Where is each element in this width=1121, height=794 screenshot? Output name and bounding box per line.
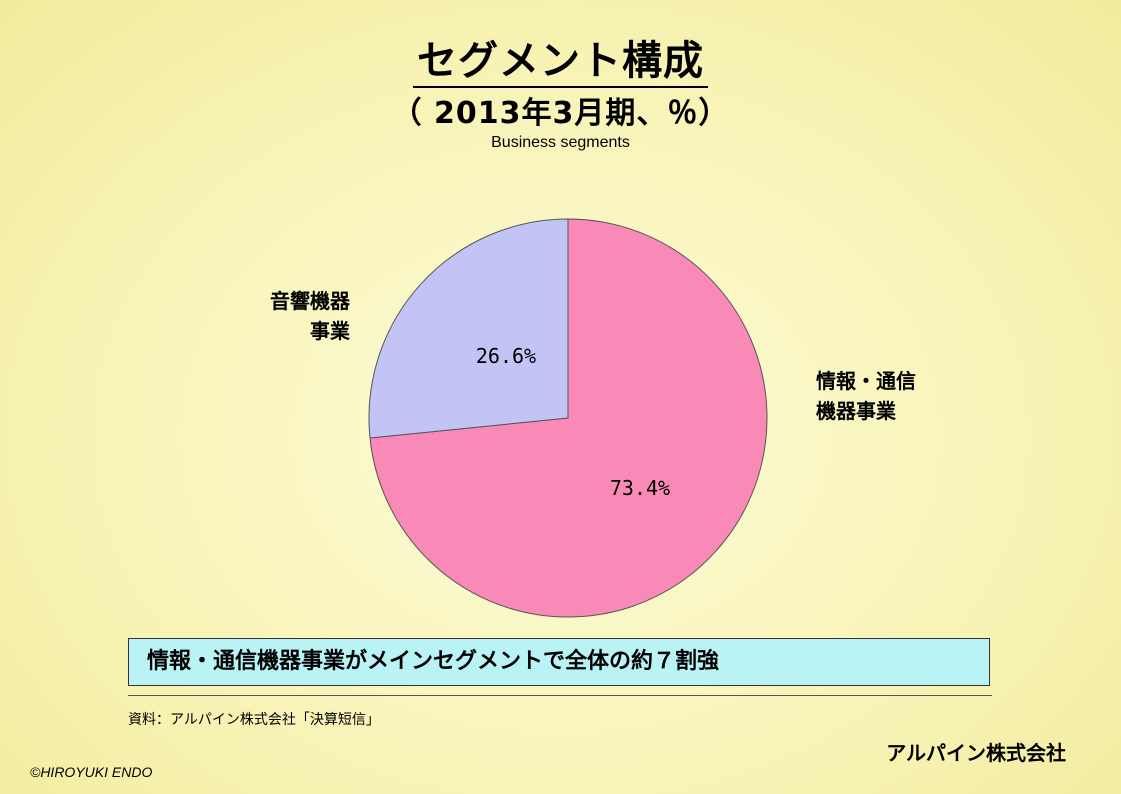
slice-name-audio-line1: 音響機器 — [270, 289, 350, 313]
chart-title-wrap: セグメント構成 — [0, 28, 1121, 88]
company-name: アルパイン株式会社 — [886, 741, 1066, 765]
copyright: ©HIROYUKI ENDO — [30, 764, 153, 780]
slice-name-audio: 音響機器 事業 — [270, 286, 350, 346]
slice-name-info-line2: 機器事業 — [816, 399, 896, 423]
slice-name-info: 情報・通信 機器事業 — [816, 366, 916, 426]
source-note: 資料：アルパイン株式会社「決算短信」 — [128, 712, 380, 728]
chart-caption: Business segments — [491, 134, 630, 151]
summary-note: 情報・通信機器事業がメインセグメントで全体の約７割強 — [128, 638, 990, 686]
slice-name-info-line1: 情報・通信 — [816, 369, 916, 393]
slice-name-audio-line2: 事業 — [310, 319, 350, 343]
chart-title: セグメント構成 — [413, 38, 708, 88]
divider — [128, 695, 992, 696]
pie-value-label-1: 26.6% — [476, 344, 536, 368]
pie-value-label-0: 73.4% — [610, 476, 670, 500]
chart-subtitle: （ 2013年3月期、％） — [391, 96, 730, 131]
pie-slice-1 — [368, 218, 569, 439]
pie-slice-0 — [369, 218, 768, 618]
